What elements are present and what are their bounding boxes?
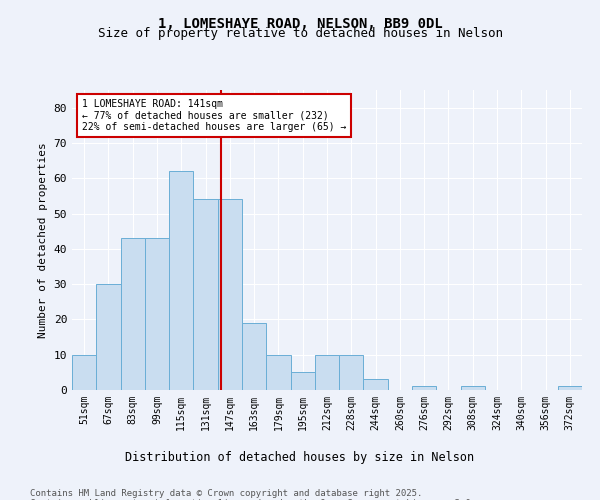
Bar [72,354,96,390]
Bar [266,354,290,390]
Text: 1 LOMESHAYE ROAD: 141sqm
← 77% of detached houses are smaller (232)
22% of semi-: 1 LOMESHAYE ROAD: 141sqm ← 77% of detach… [82,99,347,132]
Bar [145,238,169,390]
Bar [290,372,315,390]
Text: Distribution of detached houses by size in Nelson: Distribution of detached houses by size … [125,451,475,464]
Bar [193,200,218,390]
Bar [461,386,485,390]
Bar [315,354,339,390]
Bar [96,284,121,390]
Bar [339,354,364,390]
Bar [218,200,242,390]
Bar [121,238,145,390]
Text: Size of property relative to detached houses in Nelson: Size of property relative to detached ho… [97,28,503,40]
Text: Contains HM Land Registry data © Crown copyright and database right 2025.: Contains HM Land Registry data © Crown c… [30,488,422,498]
Bar [364,380,388,390]
Bar [169,171,193,390]
Bar [412,386,436,390]
Y-axis label: Number of detached properties: Number of detached properties [38,142,48,338]
Bar [558,386,582,390]
Text: 1, LOMESHAYE ROAD, NELSON, BB9 0DL: 1, LOMESHAYE ROAD, NELSON, BB9 0DL [158,18,442,32]
Bar [242,323,266,390]
Text: Contains public sector information licensed under the Open Government Licence v3: Contains public sector information licen… [30,498,476,500]
